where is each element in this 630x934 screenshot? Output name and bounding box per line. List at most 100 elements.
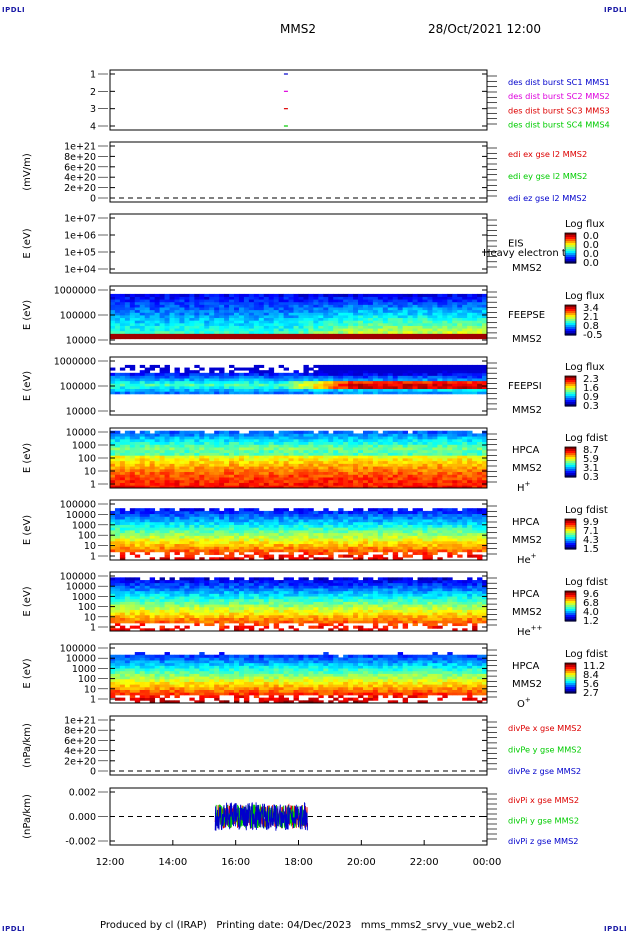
- heatmap-cell: [323, 333, 329, 337]
- heatmap-cell: [268, 521, 275, 525]
- heatmap-cell: [397, 304, 404, 308]
- heatmap-cell: [189, 535, 195, 539]
- heatmap-cell: [189, 521, 195, 525]
- heatmap-cell: [447, 455, 453, 459]
- heatmap-cell: [462, 441, 468, 445]
- heatmap-cell: [234, 333, 240, 337]
- heatmap-cell: [397, 322, 404, 326]
- heatmap-cell: [129, 304, 136, 308]
- heatmap-cell: [303, 471, 309, 475]
- heatmap-cell: [234, 460, 240, 464]
- heatmap-cell: [278, 301, 285, 305]
- heatmap-cell: [308, 460, 314, 464]
- heatmap-cell: [427, 447, 433, 451]
- heatmap-cell: [194, 449, 200, 453]
- heatmap-cell: [129, 508, 136, 512]
- heatmap-cell: [412, 444, 418, 448]
- heatmap-cell: [154, 535, 160, 539]
- heatmap-cell: [477, 375, 483, 379]
- heatmap-cell: [229, 372, 235, 376]
- heatmap-cell: [298, 460, 304, 464]
- heatmap-cell: [437, 336, 443, 340]
- heatmap-cell: [268, 543, 275, 547]
- heatmap-cell: [224, 320, 230, 324]
- heatmap-cell: [114, 312, 121, 316]
- heatmap-cell: [482, 315, 488, 319]
- heatmap-cell: [110, 336, 116, 340]
- heatmap-cell: [442, 375, 448, 379]
- heatmap-cell: [263, 482, 270, 486]
- heatmap-cell: [432, 441, 438, 445]
- heatmap-cell: [124, 441, 131, 445]
- heatmap-cell: [293, 532, 299, 536]
- heatmap-cell: [204, 293, 210, 297]
- heatmap-cell: [402, 320, 409, 324]
- heatmap-cell: [119, 436, 126, 440]
- heatmap-cell: [179, 557, 185, 561]
- heatmap-cell: [199, 447, 205, 451]
- heatmap-cell: [323, 549, 329, 553]
- heatmap-cell: [313, 293, 319, 297]
- heatmap-cell: [179, 333, 185, 337]
- heatmap-cell: [298, 317, 304, 321]
- heatmap-cell: [189, 540, 195, 545]
- heatmap-cell: [134, 312, 141, 316]
- heatmap-cell: [362, 317, 369, 321]
- heatmap-cell: [154, 513, 160, 517]
- heatmap-cell: [253, 521, 260, 525]
- heatmap-cell: [442, 485, 448, 489]
- heatmap-cell: [278, 315, 285, 319]
- heatmap-cell: [358, 367, 364, 371]
- heatmap-cell: [204, 312, 210, 316]
- heatmap-cell: [318, 551, 324, 555]
- heatmap-cell: [353, 557, 359, 561]
- heatmap-cell: [164, 386, 170, 390]
- heatmap-cell: [318, 485, 324, 489]
- heatmap-cell: [367, 474, 374, 478]
- heatmap-cell: [273, 444, 280, 448]
- heatmap-cell: [358, 458, 364, 462]
- heatmap-cell: [258, 524, 265, 528]
- heatmap-cell: [362, 468, 369, 473]
- heatmap-cell: [343, 471, 349, 475]
- heatmap-cell: [288, 293, 294, 297]
- heatmap-cell: [139, 513, 146, 517]
- heatmap-cell: [387, 535, 394, 539]
- heatmap-cell: [328, 372, 334, 376]
- heatmap-cell: [348, 328, 354, 332]
- heatmap-cell: [308, 372, 314, 376]
- heatmap-cell: [417, 444, 423, 448]
- heatmap-cell: [144, 510, 151, 515]
- heatmap-cell: [407, 322, 413, 326]
- heatmap-cell: [219, 466, 225, 470]
- heatmap-cell: [119, 433, 126, 437]
- heatmap-cell: [333, 364, 339, 368]
- heatmap-cell: [377, 510, 384, 515]
- heatmap-cell: [382, 444, 389, 448]
- heatmap-cell: [144, 452, 151, 456]
- heatmap-cell: [273, 325, 280, 329]
- heatmap-cell: [139, 546, 146, 550]
- heatmap-cell: [293, 458, 299, 462]
- heatmap-cell: [253, 452, 260, 456]
- heatmap-cell: [209, 391, 215, 395]
- heatmap-cell: [164, 444, 170, 448]
- heatmap-cell: [333, 458, 339, 462]
- heatmap-cell: [110, 455, 116, 459]
- heatmap-cell: [243, 530, 250, 534]
- heatmap-cell: [129, 433, 136, 437]
- heatmap-cell: [283, 452, 289, 456]
- heatmap-cell: [278, 333, 285, 337]
- heatmap-cell: [114, 485, 121, 489]
- heatmap-cell: [472, 372, 478, 376]
- heatmap-cell: [243, 333, 250, 337]
- heatmap-cell: [382, 296, 389, 300]
- heatmap-cell: [452, 388, 458, 392]
- heatmap-cell: [472, 386, 478, 390]
- heatmap-cell: [387, 380, 394, 384]
- heatmap-cell: [154, 521, 160, 525]
- heatmap-cell: [234, 458, 240, 462]
- heatmap-cell: [159, 378, 165, 382]
- heatmap-cell: [452, 468, 458, 473]
- heatmap-cell: [427, 370, 433, 374]
